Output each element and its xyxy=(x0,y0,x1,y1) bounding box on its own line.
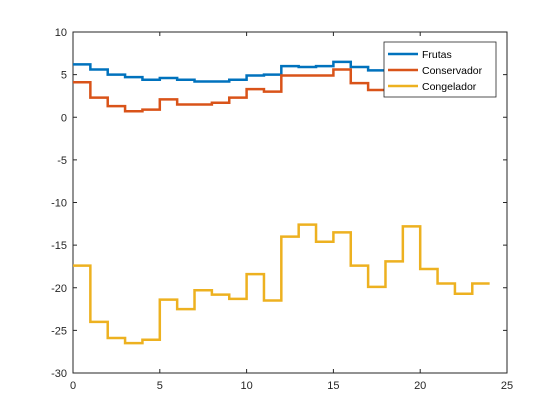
y-tick-label: -30 xyxy=(51,368,67,380)
y-tick-label: -5 xyxy=(57,155,67,167)
legend-label: Frutas xyxy=(422,49,452,61)
x-tick-label: 10 xyxy=(240,380,252,392)
y-tick-label: 5 xyxy=(61,70,67,82)
x-tick-label: 25 xyxy=(501,380,513,392)
y-tick-label: -20 xyxy=(51,283,67,295)
y-tick-label: -15 xyxy=(51,240,67,252)
x-tick-label: 5 xyxy=(157,380,163,392)
series-line-congelador xyxy=(73,223,490,345)
x-tick-label: 20 xyxy=(414,380,426,392)
y-tick-label: 0 xyxy=(61,112,67,124)
y-tick-label: -25 xyxy=(51,325,67,337)
y-tick-label: -10 xyxy=(51,198,67,210)
y-tick-label: 10 xyxy=(55,27,67,39)
x-tick-label: 0 xyxy=(70,380,76,392)
x-tick-label: 15 xyxy=(327,380,339,392)
legend-label: Conservador xyxy=(422,65,483,77)
legend-label: Congelador xyxy=(422,81,477,93)
